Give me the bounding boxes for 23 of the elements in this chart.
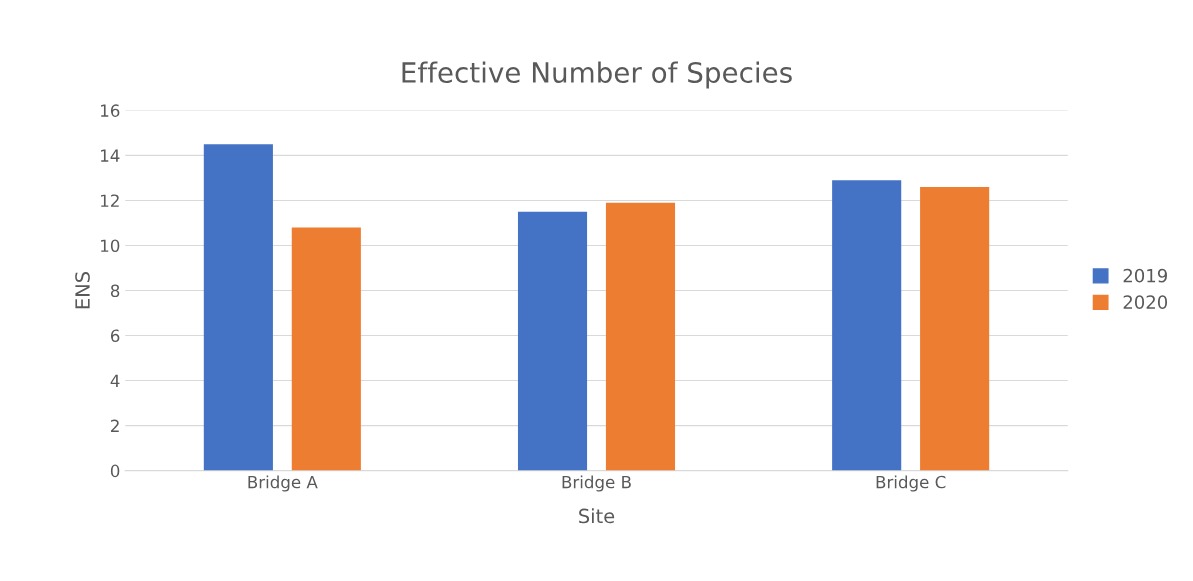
bar [605, 202, 676, 471]
y-tick-label: 4 [110, 374, 120, 387]
bar [291, 227, 361, 471]
legend-label: 2020 [1123, 295, 1168, 309]
bar [832, 180, 902, 471]
y-tick-label: 2 [111, 419, 119, 432]
x-axis-title: Site [579, 508, 615, 524]
x-tick-label: Bridge C [876, 475, 946, 492]
chart-title: Effective Number of Species [402, 61, 792, 89]
y-tick-label: 10 [101, 239, 120, 253]
bar [203, 144, 273, 471]
bar [517, 211, 588, 471]
legend-label: 2019 [1123, 268, 1167, 283]
y-tick-label: 0 [110, 464, 120, 478]
x-tick-label: Bridge A [248, 475, 318, 492]
y-tick-label: 6 [110, 329, 120, 343]
y-tick-label: 16 [101, 104, 120, 117]
y-axis-title: ENS [75, 272, 90, 309]
y-tick-label: 14 [101, 149, 120, 162]
y-tick-label: 12 [101, 194, 119, 207]
x-tick-label: Bridge B [562, 475, 631, 492]
bar [920, 186, 990, 471]
y-tick-label: 8 [110, 284, 120, 298]
